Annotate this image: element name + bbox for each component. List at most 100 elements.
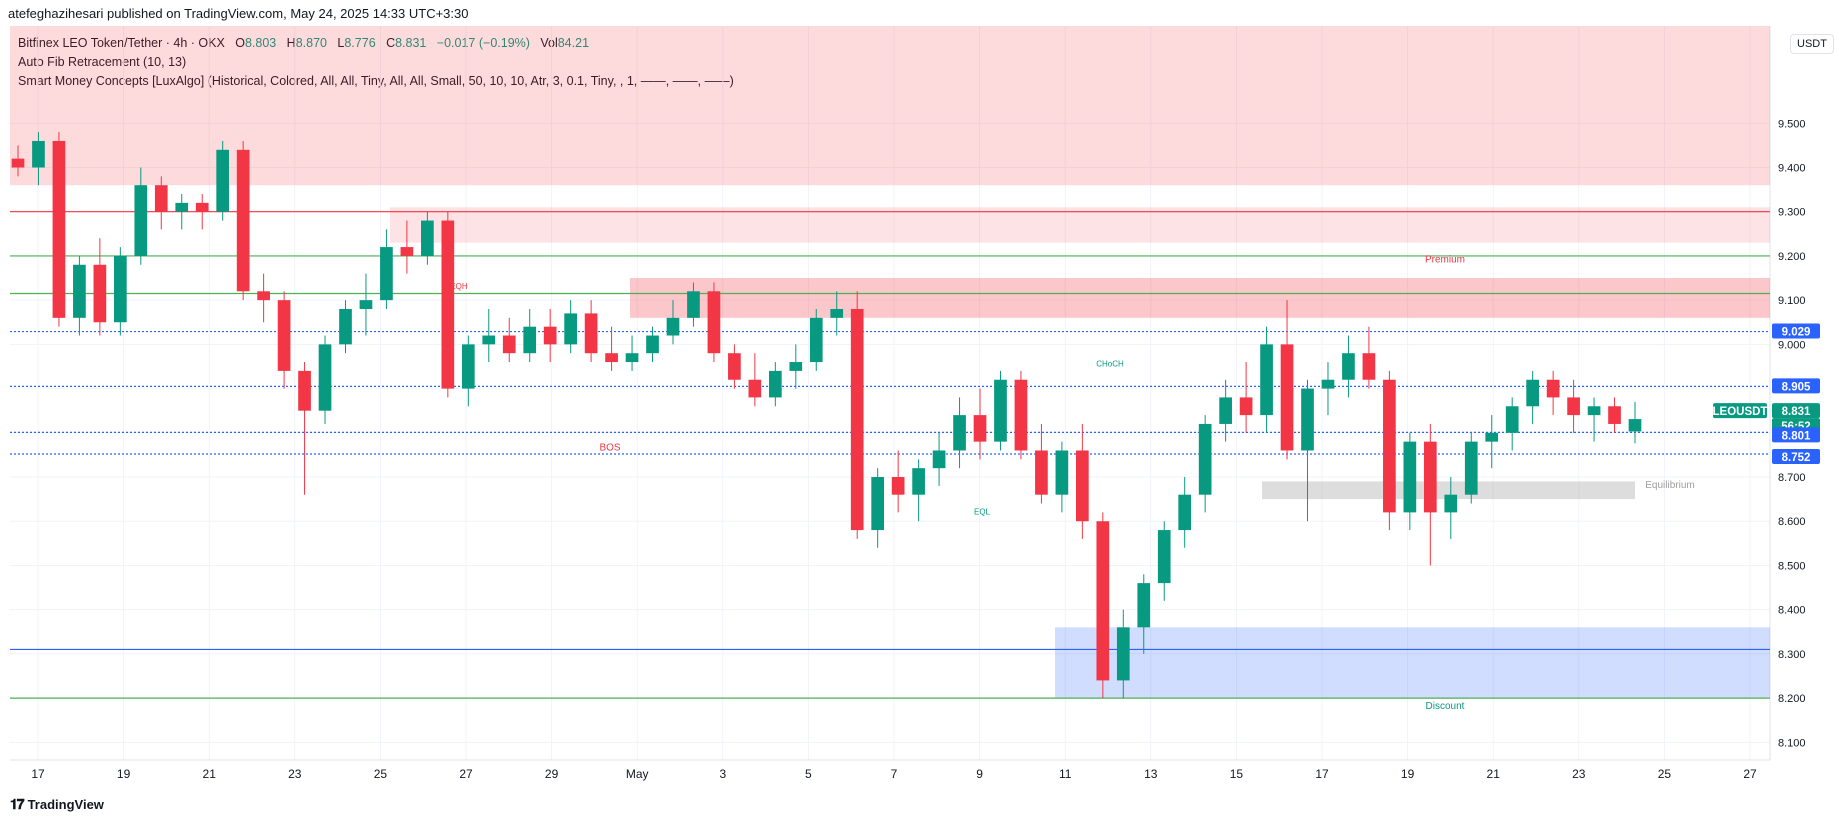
candle-body bbox=[830, 308, 844, 318]
candle-body bbox=[175, 202, 189, 212]
candle-body bbox=[625, 353, 639, 363]
candle-body bbox=[871, 477, 885, 531]
candle-body bbox=[52, 140, 66, 318]
candle-body bbox=[1260, 344, 1273, 416]
x-tick-label: 25 bbox=[1658, 767, 1672, 781]
candle-body bbox=[1485, 432, 1499, 442]
volume-label: Vol bbox=[540, 36, 558, 50]
x-tick-label: 17 bbox=[31, 767, 45, 781]
price-label-text: 8.831 bbox=[1782, 406, 1811, 418]
y-tick-label: 8.300 bbox=[1778, 649, 1806, 661]
candle-body bbox=[134, 185, 148, 256]
candle-body bbox=[1526, 379, 1540, 407]
candle-body bbox=[1628, 419, 1642, 432]
indicator-fib-row[interactable]: Auto Fib Retracement (10, 13) bbox=[18, 55, 187, 69]
y-tick-label: 9.200 bbox=[1778, 251, 1806, 263]
x-tick-label: 5 bbox=[805, 767, 812, 781]
candle-body bbox=[523, 326, 537, 354]
x-tick-label: 23 bbox=[1572, 767, 1586, 781]
candle-body bbox=[1301, 388, 1314, 451]
candle-body bbox=[1362, 353, 1376, 380]
candle-body bbox=[1157, 530, 1171, 584]
close-value: 8.831 bbox=[395, 36, 427, 50]
candle-body bbox=[400, 247, 414, 256]
candle-body bbox=[646, 335, 659, 354]
high-value: 8.870 bbox=[295, 36, 327, 50]
y-tick-label: 9.300 bbox=[1778, 207, 1806, 219]
candle-body bbox=[1280, 344, 1294, 451]
price-label-text: LEOUSDT bbox=[1713, 406, 1768, 418]
candle-body bbox=[748, 379, 762, 398]
x-tick-label: 17 bbox=[1315, 767, 1329, 781]
candle-body bbox=[973, 415, 987, 442]
annotation-choch: CHoCH bbox=[1096, 359, 1124, 368]
annotation-equilibrium: Equilibrium bbox=[1645, 480, 1694, 491]
candle-body bbox=[1055, 450, 1069, 495]
candle-body bbox=[1423, 441, 1437, 513]
x-tick-label: 11 bbox=[1059, 767, 1072, 781]
x-tick-label: May bbox=[626, 767, 649, 781]
candle-body bbox=[339, 308, 352, 345]
x-tick-label: 27 bbox=[459, 767, 473, 781]
candle-body bbox=[461, 344, 475, 389]
candle-body bbox=[113, 255, 127, 323]
candle-body bbox=[584, 313, 598, 354]
volume-value: 84.21 bbox=[557, 36, 590, 50]
y-tick-label: 9.500 bbox=[1778, 118, 1806, 130]
candle-body bbox=[257, 291, 270, 301]
publisher-line: atefeghazihesari published on TradingVie… bbox=[8, 6, 469, 21]
candle-body bbox=[1342, 353, 1355, 380]
low-value: 8.776 bbox=[344, 36, 376, 50]
candle-body bbox=[768, 370, 782, 398]
y-tick-label: 8.200 bbox=[1778, 693, 1806, 705]
annotation-eqh: EQH bbox=[450, 282, 468, 291]
candle-body bbox=[1035, 450, 1048, 495]
open-label: O bbox=[235, 36, 245, 50]
price-label-badge bbox=[1772, 378, 1820, 394]
x-tick-label: 21 bbox=[1487, 767, 1501, 781]
brand-name: TradingView bbox=[27, 797, 104, 812]
low-label: L bbox=[337, 36, 345, 50]
candle-body bbox=[1444, 494, 1458, 513]
open-value: 8.803 bbox=[244, 36, 277, 50]
candle-body bbox=[1014, 379, 1028, 451]
candle-body bbox=[380, 247, 393, 301]
candle-body bbox=[809, 317, 823, 363]
tradingview-brand[interactable]: 𝟏𝟕 TradingView bbox=[10, 796, 104, 813]
candle-body bbox=[1219, 397, 1232, 424]
symbol-legend-row[interactable]: Bitfinex LEO Token/Tether · 4h · OKX O8.… bbox=[18, 34, 734, 53]
candle-body bbox=[1567, 397, 1580, 416]
high-label: H bbox=[286, 36, 296, 50]
x-tick-label: 15 bbox=[1230, 767, 1244, 781]
indicator-smc-row[interactable]: Smart Money Concepts [LuxAlgo] (Historic… bbox=[18, 74, 734, 88]
price-label-badge bbox=[1772, 427, 1820, 443]
x-tick-label: 19 bbox=[1401, 767, 1415, 781]
tradingview-logo-icon: 𝟏𝟕 bbox=[10, 796, 25, 812]
annotation-discount: Discount bbox=[1426, 701, 1465, 712]
zone-upper-red bbox=[390, 207, 1770, 243]
annotation-bos: BOS bbox=[599, 442, 620, 453]
candle-body bbox=[1403, 441, 1417, 513]
candle-body bbox=[687, 291, 700, 318]
candle-body bbox=[994, 379, 1007, 442]
candle-body bbox=[11, 158, 25, 168]
currency-button[interactable]: USDT bbox=[1790, 34, 1834, 54]
candle-body bbox=[1546, 379, 1560, 398]
x-tick-label: 19 bbox=[117, 767, 131, 781]
price-label-badge bbox=[1713, 403, 1767, 419]
x-tick-label: 21 bbox=[203, 767, 217, 781]
candle-body bbox=[728, 353, 741, 380]
candle-body bbox=[421, 220, 434, 256]
y-tick-label: 9.100 bbox=[1778, 295, 1806, 307]
candle-body bbox=[216, 149, 230, 212]
candle-body bbox=[441, 220, 455, 389]
price-label-badge bbox=[1772, 323, 1820, 339]
candle-body bbox=[850, 308, 864, 531]
candle-body bbox=[1239, 397, 1253, 416]
candle-body bbox=[1505, 406, 1519, 433]
symbol-name: Bitfinex LEO Token/Tether · 4h · OKX bbox=[18, 36, 225, 50]
price-label-text: 9.029 bbox=[1782, 327, 1811, 339]
price-label-badge bbox=[1772, 449, 1820, 465]
candle-body bbox=[912, 468, 925, 495]
